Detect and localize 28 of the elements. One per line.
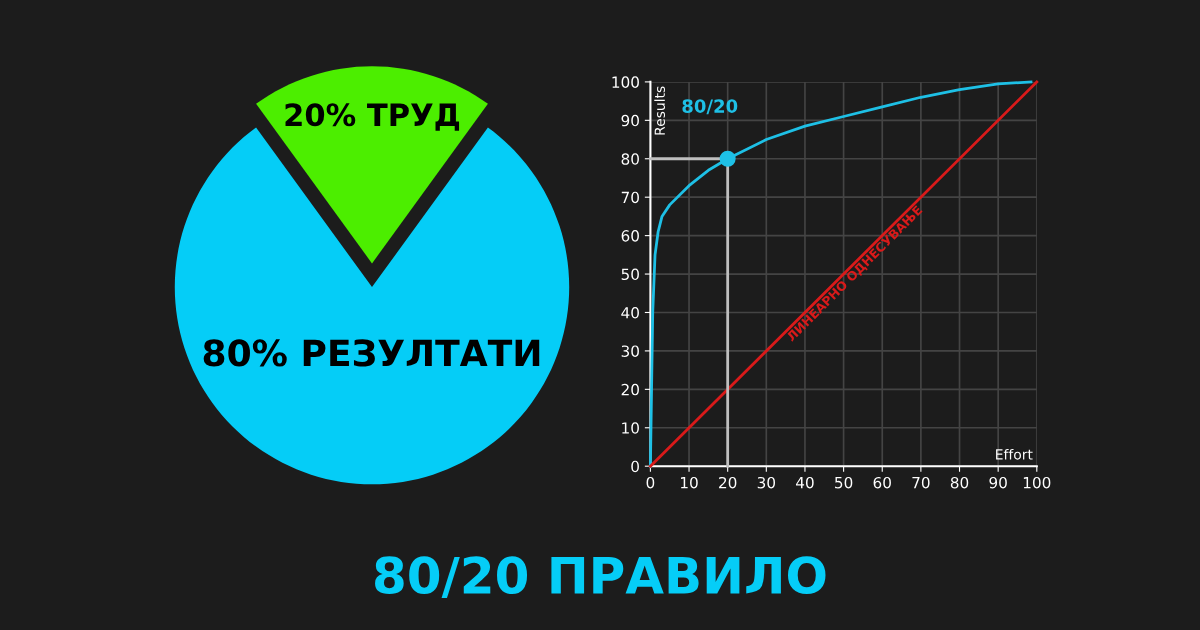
y-tick-label: 10 bbox=[622, 422, 639, 434]
x-tick-label: 90 bbox=[989, 476, 1007, 489]
y-tick-label: 60 bbox=[621, 230, 639, 242]
y-tick-label: 100 bbox=[612, 76, 639, 88]
x-tick-label: 40 bbox=[795, 476, 814, 489]
slice-label: 80% РЕЗУЛТАТИ bbox=[203, 339, 540, 367]
x-tick-label: 100 bbox=[1023, 476, 1051, 489]
series-label: 80/20 bbox=[682, 99, 738, 115]
y-tick-label: 80 bbox=[621, 153, 639, 165]
x-tick-label: 80 bbox=[950, 476, 969, 489]
y-tick-label: 70 bbox=[621, 191, 639, 204]
slice-label: 20% ТРУД bbox=[285, 103, 460, 131]
x-tick-label: 0 bbox=[646, 476, 655, 489]
x-tick-label: 50 bbox=[835, 476, 853, 489]
y-tick-label: 90 bbox=[621, 114, 639, 127]
x-tick-label: 60 bbox=[873, 476, 891, 489]
x-tick-label: 20 bbox=[719, 476, 737, 489]
y-tick-label: 50 bbox=[621, 268, 639, 281]
x-tick-label: 30 bbox=[757, 476, 776, 489]
y-tick-label: 40 bbox=[621, 306, 639, 319]
y-axis-title: Results bbox=[654, 86, 666, 135]
y-tick-label: 20 bbox=[621, 383, 639, 396]
text: 80/20 ПРАВИЛО bbox=[375, 556, 826, 599]
x-axis-title: Effort bbox=[996, 448, 1033, 460]
x-tick-label: 10 bbox=[681, 476, 698, 489]
x-tick-label: 70 bbox=[912, 476, 930, 489]
y-tick-label: 0 bbox=[631, 460, 639, 473]
y-tick-label: 30 bbox=[621, 345, 639, 357]
